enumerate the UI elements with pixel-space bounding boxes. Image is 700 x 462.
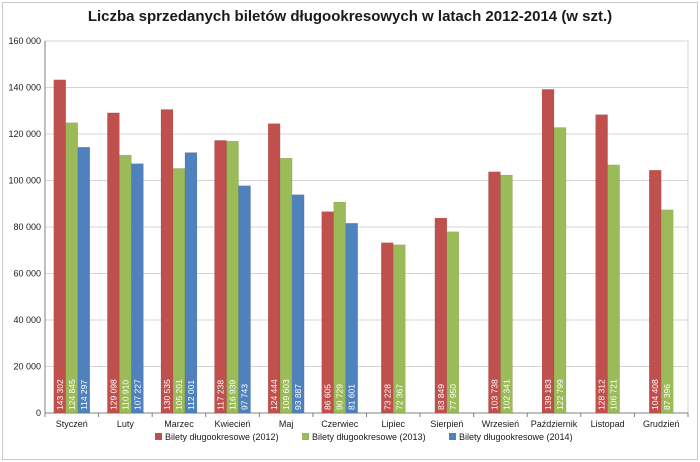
bar [434,217,448,414]
data-label: 106 721 [609,379,619,410]
bar [648,170,662,414]
bar [184,152,198,414]
data-label: 104 408 [650,379,660,410]
data-label: 109 603 [281,379,291,410]
x-tick-label: Kwiecień [215,419,251,429]
y-tick-label: 20 000 [13,362,41,372]
bar [660,209,674,414]
bar [488,171,501,414]
data-label: 124 444 [269,379,279,410]
data-label: 129 098 [108,379,118,410]
legend-swatch [155,433,162,440]
data-label: 112 001 [186,380,196,410]
bar [446,231,460,414]
bar [267,123,281,414]
x-tick-label: Styczeń [56,419,88,429]
data-label: 116 939 [228,380,238,410]
bar [595,114,608,414]
x-tick-label: Czerwiec [321,419,359,429]
bar [321,211,334,414]
data-label: 128 312 [597,379,607,410]
data-label: 83 849 [436,384,446,410]
legend-label: Bilety długookresowe (2012) [165,432,279,442]
data-label: 72 367 [394,384,404,410]
legend-swatch [449,433,456,440]
x-tick-label: Luty [117,419,135,429]
x-tick-label: Październik [531,419,578,429]
data-label: 124 845 [67,379,77,410]
y-tick-label: 160 000 [8,36,41,46]
data-label: 90 729 [335,384,345,410]
x-tick-label: Wrzesień [482,419,519,429]
bar [65,122,79,414]
chart-title: Liczba sprzedanych biletów długookresowy… [87,8,613,25]
bar [160,109,174,414]
bar [226,140,239,414]
y-tick-label: 100 000 [8,176,41,186]
data-label: 102 341 [501,379,511,410]
data-label: 103 738 [489,379,499,410]
x-tick-label: Sierpień [430,419,463,429]
data-label: 114 297 [79,380,89,410]
data-label: 130 535 [162,379,172,410]
bar [214,140,227,414]
data-label: 122 799 [555,379,565,410]
bar [500,174,513,414]
data-label: 86 605 [323,384,333,410]
bar [53,79,67,414]
bar [238,185,251,414]
y-tick-label: 0 [36,408,41,418]
bar [131,163,144,414]
bar [291,194,305,414]
y-tick-label: 80 000 [13,222,41,232]
data-label: 110 910 [120,380,130,410]
bar [77,147,91,414]
data-label: 105 201 [174,379,184,410]
y-tick-label: 140 000 [8,83,41,93]
bar [345,223,358,414]
x-tick-label: Maj [279,419,294,429]
bar [172,168,186,414]
data-label: 73 228 [382,384,392,410]
data-label: 97 743 [240,384,250,410]
bar [553,127,567,414]
bar [607,164,620,414]
data-label: 87 396 [662,384,672,410]
bar [119,154,132,414]
data-label: 139 183 [543,379,553,410]
data-label: 143 302 [55,379,65,410]
data-label: 77 950 [448,384,458,410]
y-tick-label: 120 000 [8,129,41,139]
data-label: 117 238 [216,380,226,410]
bar [279,157,293,414]
bar [333,201,346,414]
y-tick-label: 60 000 [13,269,41,279]
data-label: 93 887 [293,384,303,410]
bar [107,112,120,414]
x-tick-label: Marzec [164,419,194,429]
bar [393,244,406,414]
x-tick-label: Listopad [591,419,625,429]
y-tick-label: 40 000 [13,315,41,325]
legend-label: Bilety długookresowe (2013) [312,432,426,442]
legend-swatch [302,433,309,440]
data-label: 107 227 [132,379,142,410]
x-tick-label: Lipiec [382,419,406,429]
bar [541,89,555,414]
legend-label: Bilety długookresowe (2014) [459,432,573,442]
data-label: 81 601 [347,384,357,410]
x-tick-label: Grudzień [643,419,680,429]
